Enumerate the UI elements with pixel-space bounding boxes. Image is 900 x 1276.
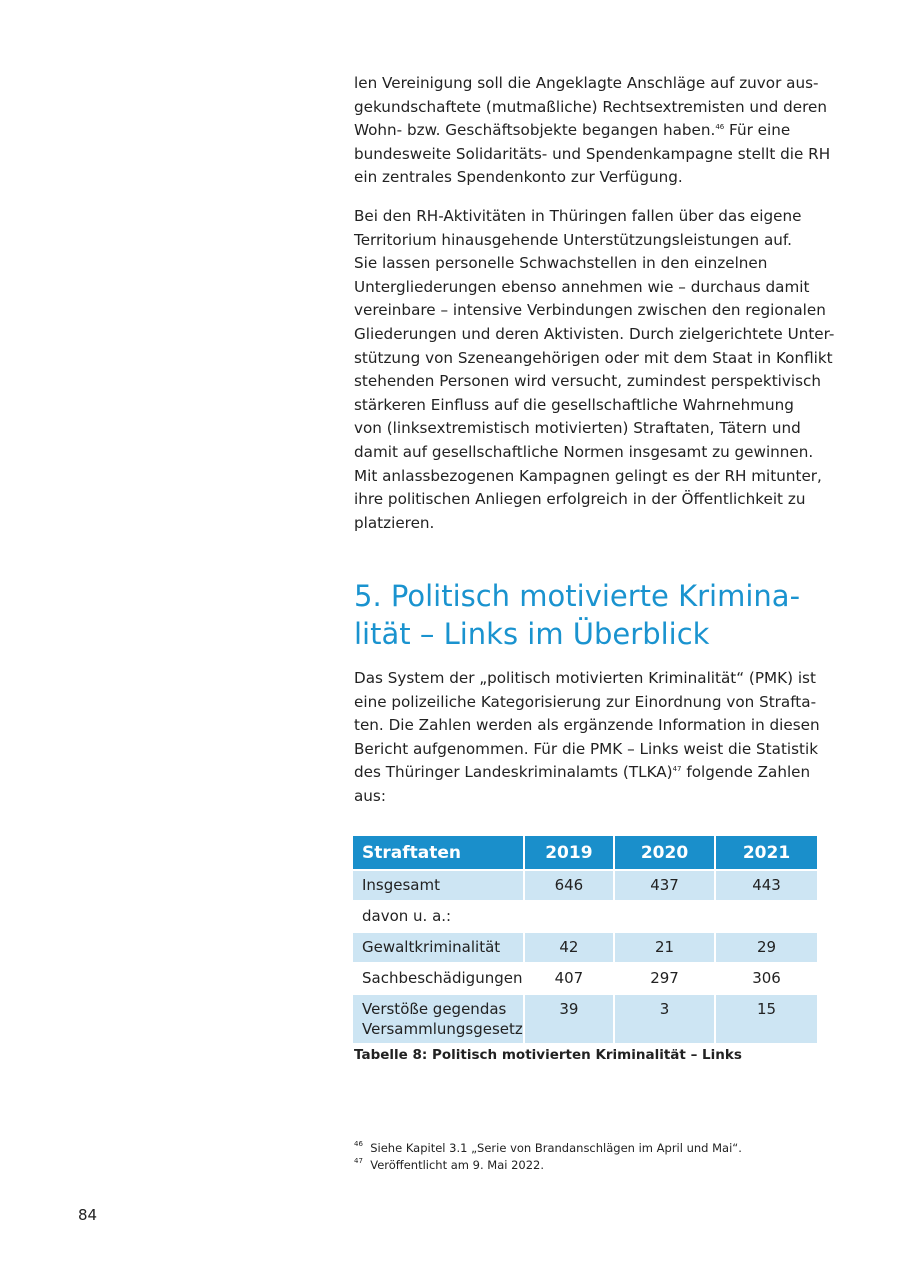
paragraph-3: Das System der „politisch motivierten Kr… <box>354 667 824 809</box>
table-row: Verstöße gegendas Versammlungsgesetz 39 3 1… <box>353 995 817 1043</box>
table-caption: Tabelle 8: Politisch motivierten Krimina… <box>354 1047 742 1063</box>
table-row: Insgesamt 646 437 443 <box>353 871 817 900</box>
page-number: 84 <box>78 1206 98 1224</box>
text-line: aus: <box>354 786 386 805</box>
crime-statistics-table: Straftaten 2019 2020 2021 Insgesamt 646 43… <box>351 834 819 1045</box>
text-line: ten. Die Zahlen werden als ergänzende In… <box>354 716 820 735</box>
text-line: des Thüringer Landeskriminalamts (TLKA)4… <box>354 763 811 782</box>
text-line: eine polizeiliche Kategorisierung zur Ei… <box>354 692 817 711</box>
footnote: 46 Siehe Kapitel 3.1 „Serie von Brandans… <box>354 1140 742 1156</box>
row-label: davon u. a.: <box>362 907 452 925</box>
heading-line: 5. Politisch motivierte Krimina- <box>354 579 801 613</box>
section-heading: 5. Politisch motivierte Krimina- lität –… <box>354 577 800 653</box>
table-row: Gewaltkriminalität 42 21 29 <box>353 933 817 962</box>
cell-value: 306 <box>752 969 781 987</box>
table-row: davon u. a.: <box>353 902 817 931</box>
footnote-marker: 47 <box>672 765 682 774</box>
footnote-marker: 46 <box>715 123 725 132</box>
row-label: Gewaltkriminalität <box>353 933 523 962</box>
text-line: Bei den RH-Aktivitäten in Thüringen fall… <box>354 207 802 225</box>
cell-value: 646 <box>524 871 613 900</box>
text-line: Das System der „politisch motivierten Kr… <box>354 669 816 687</box>
text-line: Bericht aufgenommen. Für die PMK – Links… <box>354 739 818 758</box>
column-header: 2021 <box>716 836 817 869</box>
table-row: Sachbeschädigungen 407 297 306 <box>353 964 817 993</box>
column-header: 2020 <box>615 836 715 869</box>
column-header: Straftaten <box>353 836 523 869</box>
paragraph-1: len Vereinigung soll die Angeklagte Ansc… <box>354 72 831 190</box>
cell-value: 437 <box>615 871 715 900</box>
text-line: gekundschaftete (mutmaßliche) Rechtsextr… <box>354 97 827 116</box>
cell-value: 297 <box>650 969 679 987</box>
text-line: ihre politischen Anliegen erfolgreich in… <box>354 490 806 509</box>
text-line: Gliederungen und deren Aktivisten. Durch… <box>354 324 835 343</box>
text-line: Untergliederungen ebenso annehmen wie – … <box>354 277 810 296</box>
cell-value: 42 <box>524 933 613 962</box>
row-label: Verstöße gegendas Versammlungsgesetz <box>353 995 523 1043</box>
text-line: vereinbare – intensive Verbindungen zwis… <box>354 301 826 320</box>
cell-value: 21 <box>615 933 715 962</box>
column-header: 2019 <box>524 836 613 869</box>
cell-value: 39 <box>524 995 613 1043</box>
cell-value: 3 <box>615 995 715 1043</box>
footnotes: 46 Siehe Kapitel 3.1 „Serie von Brandans… <box>354 1140 742 1174</box>
cell-value: 15 <box>716 995 817 1043</box>
table-header-row: Straftaten 2019 2020 2021 <box>353 836 817 869</box>
cell-value: 443 <box>716 871 817 900</box>
text-line: stützung von Szeneangehörigen oder mit d… <box>354 348 833 367</box>
heading-line: lität – Links im Überblick <box>354 617 710 651</box>
text-line: Sie lassen personelle Schwachstellen in … <box>354 254 768 273</box>
text-line: platzieren. <box>354 513 435 532</box>
text-line: Mit anlassbezogenen Kampagnen gelingt es… <box>354 466 822 485</box>
footnote: 47 Veröffentlicht am 9. Mai 2022. <box>354 1157 545 1173</box>
text-line: bundesweite Solidaritäts- und Spendenkam… <box>354 144 831 163</box>
text-line: Territorium hinausgehende Unterstützungs… <box>354 230 792 249</box>
text-line: stehenden Personen wird versucht, zumind… <box>354 372 821 391</box>
cell-value: 407 <box>554 969 584 987</box>
row-label: Insgesamt <box>353 871 523 900</box>
text-line: Wohn- bzw. Geschäftsobjekte begangen hab… <box>354 121 791 140</box>
cell-value <box>615 902 714 931</box>
text-line: ein zentrales Spendenkonto zur Verfügung… <box>354 168 683 187</box>
text-line: damit auf gesellschaftliche Normen insge… <box>354 442 814 461</box>
text-line: len Vereinigung soll die Angeklagte Ansc… <box>354 74 819 92</box>
text-line: stärkeren Einfluss auf die gesellschaftl… <box>354 395 794 414</box>
text-line: von (linksextremistisch motivierten) Str… <box>354 419 801 438</box>
row-label: Sachbeschädigungen <box>362 969 523 987</box>
cell-value: 29 <box>716 933 817 962</box>
cell-value <box>716 902 817 931</box>
cell-value <box>525 902 613 931</box>
paragraph-2: Bei den RH-Aktivitäten in Thüringen fall… <box>354 205 835 535</box>
